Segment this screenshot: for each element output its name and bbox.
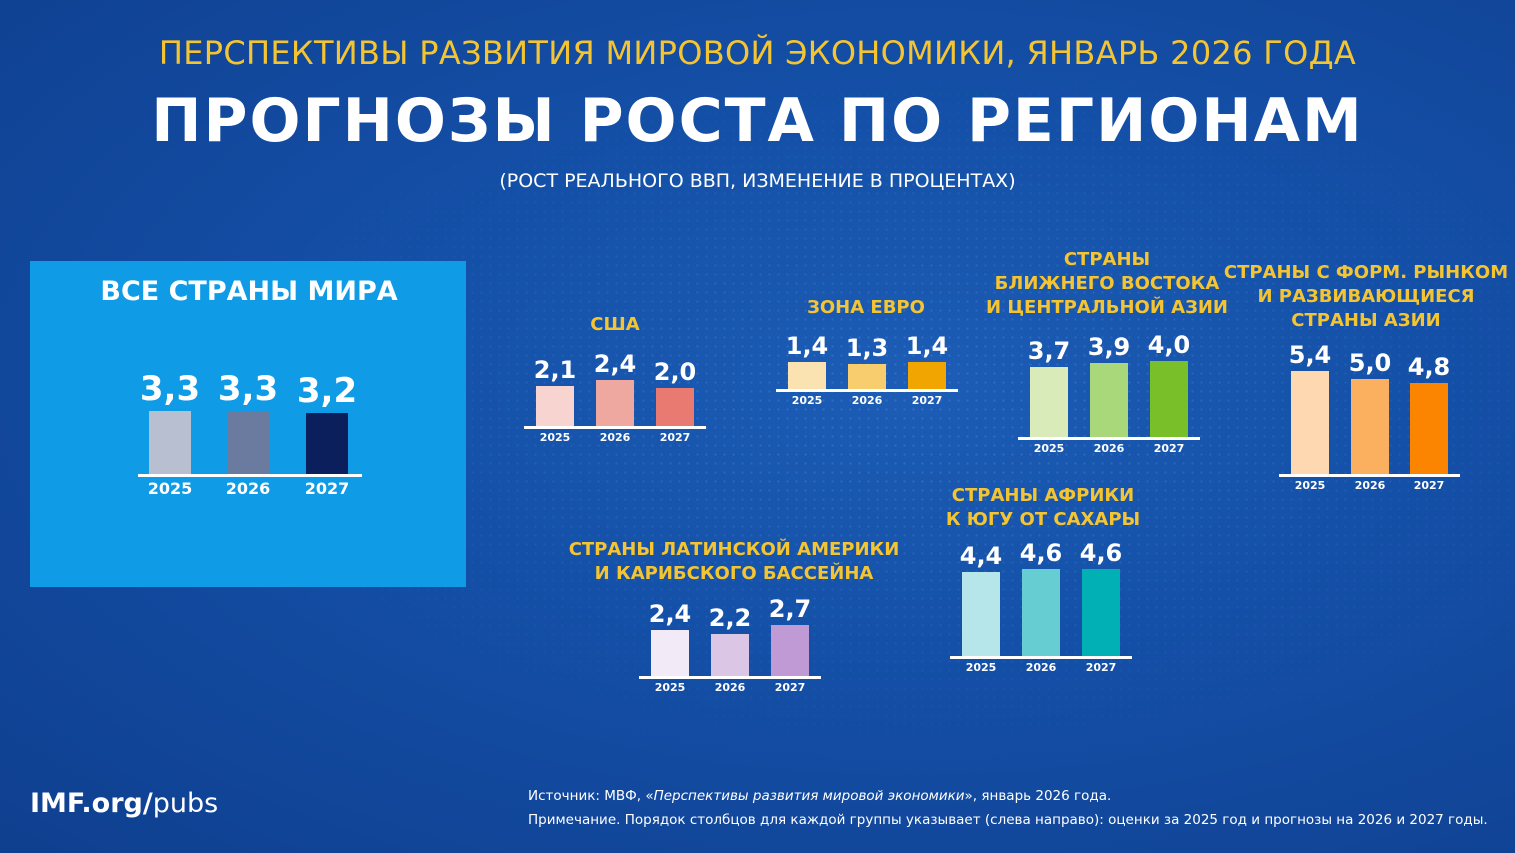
- ssa-baseline: [950, 656, 1132, 659]
- ssa-year-label: 2027: [1085, 661, 1117, 674]
- latam-year-label: 2025: [654, 681, 686, 694]
- ssa-bar-2026: [1022, 568, 1060, 656]
- euro-year-label: 2025: [791, 394, 823, 407]
- euro-bar-2027: [908, 362, 946, 389]
- meca-year-label: 2025: [1033, 442, 1065, 455]
- world-value-label: 3,2: [296, 370, 358, 411]
- world-baseline: [138, 474, 362, 477]
- usa-bar-2026: [596, 380, 634, 426]
- world-year-label: 2027: [304, 479, 350, 498]
- usa-year-label: 2027: [659, 431, 691, 444]
- euro-year-label: 2027: [911, 394, 943, 407]
- latam-value-label: 2,2: [708, 604, 752, 633]
- world-bar-2026: [227, 411, 269, 474]
- asia-chart-title: СТРАНЫ С ФОРМ. РЫНКОМ И РАЗВИВАЮЩИЕСЯ СТ…: [1223, 262, 1509, 331]
- world-chart-title: ВСЕ СТРАНЫ МИРА: [100, 276, 398, 307]
- meca-bar-2026: [1090, 362, 1128, 437]
- ssa-year-label: 2026: [1025, 661, 1057, 674]
- asia-value-label: 5,4: [1288, 341, 1332, 370]
- meca-baseline: [1018, 437, 1200, 440]
- source-note: Источник: МВФ, «Перспективы развития мир…: [528, 788, 1111, 804]
- meca-chart-title: СТРАНЫ БЛИЖНЕГО ВОСТОКА И ЦЕНТРАЛЬНОЙ АЗ…: [985, 249, 1229, 318]
- euro-bar-2026: [848, 364, 886, 389]
- latam-value-label: 2,4: [648, 600, 692, 629]
- footnote: Примечание. Порядок столбцов для каждой …: [528, 812, 1488, 828]
- meca-year-label: 2026: [1093, 442, 1125, 455]
- ssa-value-label: 4,4: [959, 542, 1003, 571]
- asia-year-label: 2025: [1294, 479, 1326, 492]
- source-suffix: », январь 2026 года.: [964, 788, 1112, 804]
- ssa-chart-title: СТРАНЫ АФРИКИ К ЮГУ ОТ САХАРЫ: [945, 485, 1141, 530]
- latam-bar-2027: [771, 624, 809, 676]
- euro-bar-2025: [788, 362, 826, 389]
- asia-year-label: 2026: [1354, 479, 1386, 492]
- usa-year-label: 2025: [539, 431, 571, 444]
- ssa-value-label: 4,6: [1079, 538, 1123, 567]
- asia-value-label: 4,8: [1407, 352, 1451, 381]
- supertitle: ПЕРСПЕКТИВЫ РАЗВИТИЯ МИРОВОЙ ЭКОНОМИКИ, …: [158, 34, 1357, 72]
- ssa-year-label: 2025: [965, 661, 997, 674]
- usa-value-label: 2,0: [653, 358, 697, 386]
- usa-baseline: [524, 426, 706, 429]
- euro-value-label: 1,4: [785, 332, 829, 361]
- meca-value-label: 4,0: [1147, 331, 1191, 359]
- ssa-value-label: 4,6: [1019, 538, 1063, 567]
- logo-light: pubs: [152, 788, 219, 819]
- world-year-label: 2026: [225, 479, 271, 498]
- euro-value-label: 1,3: [845, 334, 889, 363]
- latam-value-label: 2,7: [768, 594, 812, 623]
- usa-year-label: 2026: [599, 431, 631, 444]
- meca-value-label: 3,9: [1087, 332, 1131, 361]
- asia-bar-2025: [1291, 371, 1329, 474]
- imf-logo-link[interactable]: IMF.org/pubs: [30, 788, 218, 819]
- logo-bold: IMF.org/: [30, 788, 153, 819]
- asia-year-label: 2027: [1413, 479, 1445, 492]
- asia-bar-2026: [1351, 379, 1389, 474]
- meca-bar-2027: [1150, 361, 1188, 437]
- usa-value-label: 2,4: [593, 350, 637, 379]
- usa-chart-title: США: [590, 314, 640, 335]
- source-prefix: Источник: МВФ, «: [528, 788, 654, 804]
- world-value-label: 3,3: [217, 368, 279, 409]
- world-bar-2025: [149, 411, 191, 474]
- meca-value-label: 3,7: [1027, 336, 1071, 365]
- source-title: Перспективы развития мировой экономики: [653, 788, 965, 804]
- usa-bar-2025: [536, 386, 574, 426]
- page-title: ПРОГНОЗЫ РОСТА ПО РЕГИОНАМ: [151, 86, 1364, 156]
- latam-bar-2026: [711, 634, 749, 676]
- asia-value-label: 5,0: [1348, 349, 1392, 377]
- asia-baseline: [1279, 474, 1460, 477]
- euro-value-label: 1,4: [905, 332, 949, 361]
- meca-bar-2025: [1030, 366, 1068, 437]
- euro-baseline: [776, 389, 958, 392]
- subtitle: (РОСТ РЕАЛЬНОГО ВВП, ИЗМЕНЕНИЕ В ПРОЦЕНТ…: [499, 170, 1016, 192]
- asia-bar-2027: [1410, 382, 1448, 474]
- world-value-label: 3,3: [139, 368, 201, 409]
- latam-year-label: 2027: [774, 681, 806, 694]
- usa-value-label: 2,1: [533, 356, 577, 385]
- world-bar-2027: [306, 413, 348, 474]
- euro-chart-title: ЗОНА ЕВРО: [807, 297, 925, 318]
- world-year-label: 2025: [147, 479, 193, 498]
- ssa-bar-2025: [962, 572, 1000, 656]
- meca-year-label: 2027: [1153, 442, 1185, 455]
- usa-bar-2027: [656, 388, 694, 426]
- euro-year-label: 2026: [851, 394, 883, 407]
- latam-bar-2025: [651, 630, 689, 676]
- latam-chart-title: СТРАНЫ ЛАТИНСКОЙ АМЕРИКИ И КАРИБСКОГО БА…: [568, 539, 900, 584]
- latam-baseline: [639, 676, 821, 679]
- latam-year-label: 2026: [714, 681, 746, 694]
- ssa-bar-2027: [1082, 568, 1120, 656]
